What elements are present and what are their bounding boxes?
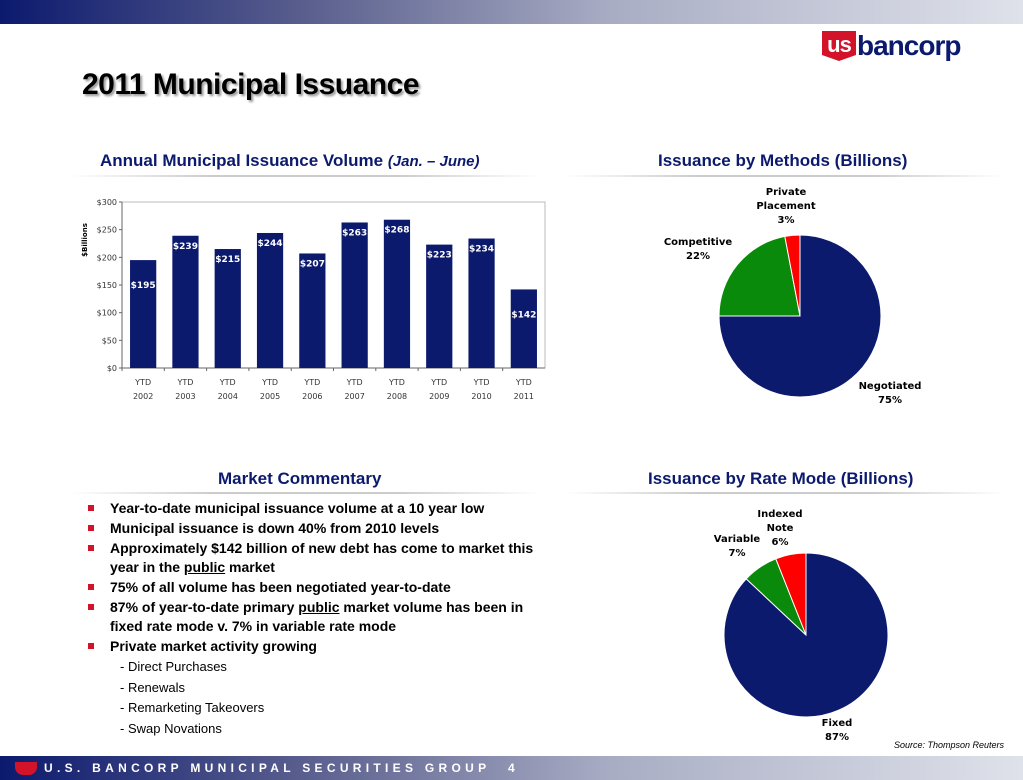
data-label: $207 bbox=[300, 259, 325, 269]
slice-label: Note bbox=[767, 523, 794, 534]
bar bbox=[426, 244, 453, 368]
methods-title: Issuance by Methods (Billions) bbox=[658, 151, 908, 170]
page-title: 2011 Municipal Issuance bbox=[82, 68, 420, 101]
data-label: $142 bbox=[511, 310, 536, 320]
bar bbox=[510, 289, 537, 368]
slice-label: Indexed bbox=[757, 509, 802, 520]
volume-title: Annual Municipal Issuance Volume (Jan. –… bbox=[100, 151, 480, 171]
y-tick-label: $250 bbox=[97, 226, 117, 235]
x-tick-label: 2004 bbox=[218, 392, 238, 401]
data-label: $215 bbox=[215, 255, 240, 265]
bar bbox=[341, 222, 368, 368]
divider bbox=[70, 175, 540, 177]
x-tick-label: 2003 bbox=[175, 392, 195, 401]
data-label: $239 bbox=[173, 242, 198, 252]
divider bbox=[70, 492, 540, 494]
footer-text: U.S. BANCORP MUNICIPAL SECURITIES GROUP bbox=[44, 761, 491, 775]
x-tick-label: YTD bbox=[219, 378, 236, 387]
data-label: $234 bbox=[469, 245, 494, 255]
rate-title: Issuance by Rate Mode (Billions) bbox=[648, 469, 914, 488]
slice-label: Placement bbox=[756, 201, 816, 212]
volume-subtitle: (Jan. – June) bbox=[387, 153, 480, 170]
bar bbox=[468, 238, 495, 368]
sub-bullet: - Remarketing Takeovers bbox=[120, 700, 265, 715]
x-tick-label: 2005 bbox=[260, 392, 280, 401]
footer-shield-icon bbox=[15, 762, 37, 775]
x-tick-label: YTD bbox=[134, 378, 151, 387]
pie-slice bbox=[718, 235, 801, 317]
commentary-title: Market Commentary bbox=[218, 469, 382, 488]
x-tick-label: 2002 bbox=[133, 392, 153, 401]
bullet: 87% of year-to-date primary public marke… bbox=[88, 598, 548, 636]
page-number: 4 bbox=[508, 761, 519, 775]
y-tick-label: $100 bbox=[97, 309, 117, 318]
bullet: Private market activity growing bbox=[88, 637, 548, 656]
bar bbox=[172, 235, 199, 368]
logo-word: bancorp bbox=[857, 30, 961, 61]
bullet: Municipal issuance is down 40% from 2010… bbox=[88, 519, 548, 538]
x-tick-label: 2010 bbox=[471, 392, 491, 401]
data-label: $223 bbox=[427, 251, 452, 261]
divider bbox=[565, 175, 1005, 177]
x-tick-label: YTD bbox=[303, 378, 320, 387]
x-tick-label: 2011 bbox=[514, 392, 534, 401]
slice-percent: 7% bbox=[729, 548, 746, 559]
sub-bullet: - Swap Novations bbox=[120, 720, 222, 736]
bullet: Year-to-date municipal issuance volume a… bbox=[88, 499, 548, 518]
slice-percent: 75% bbox=[878, 395, 902, 406]
bullet: Approximately $142 billion of new debt h… bbox=[88, 539, 548, 577]
data-label: $244 bbox=[258, 239, 283, 249]
x-tick-label: 2006 bbox=[302, 392, 322, 401]
bar bbox=[256, 232, 284, 368]
x-tick-label: 2007 bbox=[344, 392, 364, 401]
pie-slice bbox=[775, 552, 807, 636]
data-label: $195 bbox=[131, 281, 156, 291]
slice-label: Variable bbox=[714, 534, 761, 545]
bar bbox=[214, 249, 241, 368]
x-tick-label: 2008 bbox=[387, 392, 407, 401]
sub-bullet: - Renewals bbox=[120, 679, 186, 695]
data-label: $263 bbox=[342, 228, 367, 238]
top-banner bbox=[0, 0, 1023, 24]
footer-bar: U.S. BANCORP MUNICIPAL SECURITIES GROUP … bbox=[0, 756, 1023, 780]
y-tick-label: $50 bbox=[102, 336, 117, 345]
usbancorp-logo: us bancorp bbox=[822, 30, 961, 62]
x-tick-label: 2009 bbox=[429, 392, 449, 401]
divider bbox=[565, 492, 1005, 494]
bar bbox=[299, 253, 326, 368]
slice-label: Negotiated bbox=[859, 381, 922, 392]
y-tick-label: $300 bbox=[97, 198, 117, 207]
data-label: $268 bbox=[384, 226, 409, 236]
x-tick-label: YTD bbox=[388, 378, 405, 387]
slice-label: Fixed bbox=[822, 718, 853, 729]
y-tick-label: $150 bbox=[97, 281, 117, 290]
bar bbox=[130, 260, 157, 368]
rate-pie-chart: Fixed 87% Variable 7% Indexed Note 6% bbox=[714, 509, 889, 743]
slice-label: Competitive bbox=[664, 237, 733, 248]
slice-percent: 3% bbox=[778, 215, 795, 226]
volume-title-text: Annual Municipal Issuance Volume bbox=[100, 151, 384, 170]
commentary-list: Year-to-date municipal issuance volume a… bbox=[88, 499, 548, 739]
bullet: 75% of all volume has been negotiated ye… bbox=[88, 578, 548, 597]
x-tick-label: YTD bbox=[430, 378, 447, 387]
slice-label: Private bbox=[766, 187, 807, 198]
pie-slice bbox=[784, 234, 801, 317]
x-tick-label: YTD bbox=[176, 378, 193, 387]
bar bbox=[383, 219, 411, 368]
methods-pie-chart: Negotiated 75% Competitive 22% Private Placem… bbox=[664, 187, 922, 406]
x-tick-label: YTD bbox=[261, 378, 278, 387]
slice-percent: 87% bbox=[825, 732, 849, 743]
source-note: Source: Thompson Reuters bbox=[894, 740, 1005, 750]
slice-percent: 22% bbox=[686, 251, 710, 262]
y-tick-label: $0 bbox=[107, 364, 117, 373]
volume-bar-chart: $0 $50 $100 $150 $200 $250 $300 $Billions $195 YT… bbox=[81, 198, 546, 401]
logo-shield: us bbox=[822, 31, 856, 61]
y-tick-label: $200 bbox=[97, 253, 117, 262]
y-axis-label: $Billions bbox=[81, 223, 89, 257]
sub-bullet: - Direct Purchases bbox=[120, 659, 227, 674]
x-tick-label: YTD bbox=[346, 378, 363, 387]
x-tick-label: YTD bbox=[473, 378, 490, 387]
slice-percent: 6% bbox=[772, 537, 789, 548]
x-tick-label: YTD bbox=[515, 378, 532, 387]
